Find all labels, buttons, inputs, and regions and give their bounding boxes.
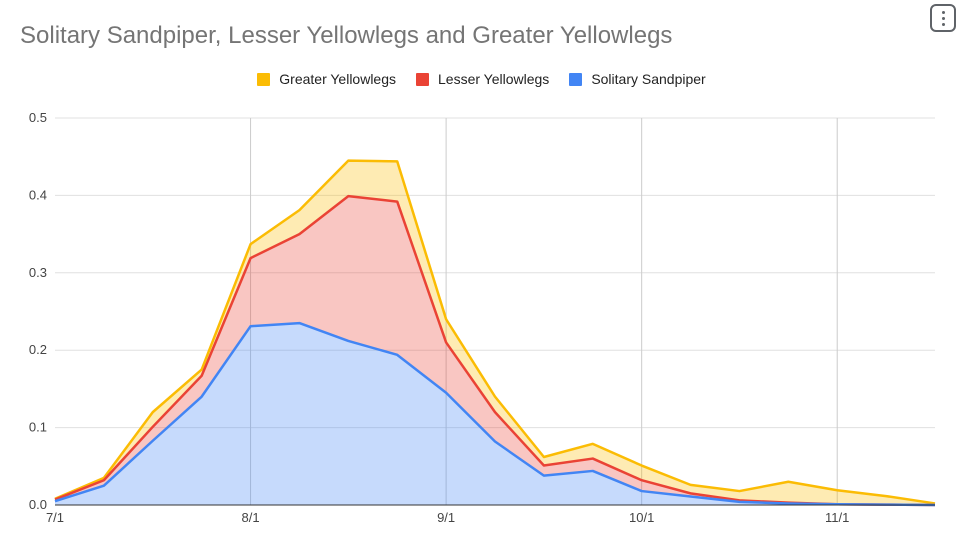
- line-greater-yellowlegs: [54, 159, 936, 505]
- y-tick-label: 0.0: [29, 497, 47, 512]
- y-tick-label: 0.3: [29, 265, 47, 280]
- legend-label: Lesser Yellowlegs: [438, 71, 550, 87]
- more-vert-icon[interactable]: [930, 4, 956, 32]
- legend: Greater Yellowlegs Lesser Yellowlegs Sol…: [0, 71, 963, 87]
- legend-item-solitary-sandpiper[interactable]: Solitary Sandpiper: [569, 71, 706, 87]
- x-tick-label: 9/1: [437, 510, 455, 525]
- x-tick-label: 10/1: [629, 510, 654, 525]
- x-tick-label: 7/1: [46, 510, 64, 525]
- legend-item-lesser-yellowlegs[interactable]: Lesser Yellowlegs: [416, 71, 549, 87]
- line-solitary-sandpiper: [54, 321, 936, 507]
- x-tick-label: 11/1: [825, 510, 849, 525]
- menu-dot: [941, 16, 945, 20]
- area-lesser-yellowlegs: [55, 196, 935, 506]
- legend-swatch: [569, 72, 583, 86]
- chart-title: Solitary Sandpiper, Lesser Yellowlegs an…: [20, 22, 673, 49]
- y-tick-label: 0.1: [29, 420, 47, 435]
- area-solitary-sandpiper: [55, 323, 935, 505]
- y-tick-label: 0.5: [29, 110, 47, 125]
- legend-label: Greater Yellowlegs: [279, 71, 397, 87]
- legend-swatch: [416, 72, 430, 86]
- legend-item-greater-yellowlegs[interactable]: Greater Yellowlegs: [257, 71, 396, 87]
- y-tick-label: 0.2: [29, 342, 47, 357]
- legend-swatch: [257, 72, 271, 86]
- x-tick-label: 8/1: [242, 510, 260, 525]
- y-tick-label: 0.4: [29, 187, 47, 202]
- menu-dot: [941, 10, 945, 14]
- legend-label: Solitary Sandpiper: [591, 71, 706, 87]
- menu-dot: [941, 22, 945, 26]
